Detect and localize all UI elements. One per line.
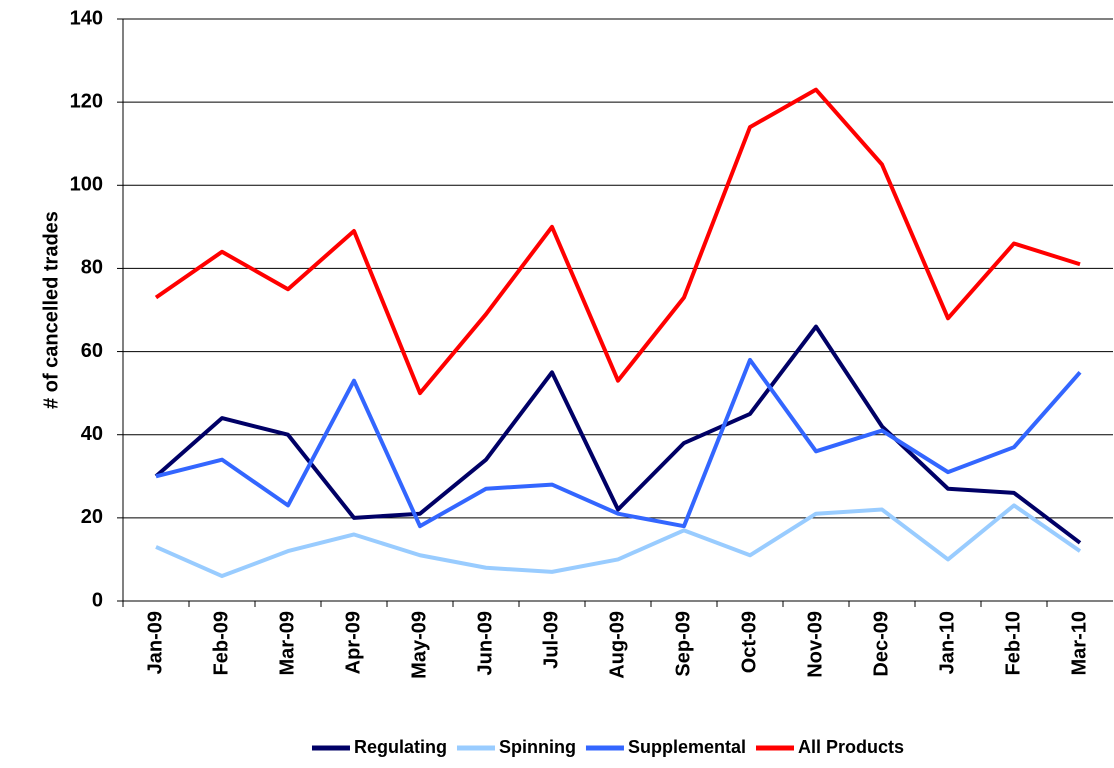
x-tick-label: Jan-09 (144, 611, 166, 674)
x-tick-label: Mar-10 (1068, 611, 1090, 675)
legend-label: All Products (798, 737, 904, 757)
y-tick-label: 100 (70, 174, 103, 196)
x-tick-label: Oct-09 (738, 611, 760, 673)
x-tick-label: Feb-10 (1002, 611, 1024, 675)
x-tick-label: Jul-09 (540, 611, 562, 669)
y-tick-label: 80 (81, 257, 103, 279)
y-tick-label: 0 (92, 589, 103, 611)
x-tick-label: Apr-09 (342, 611, 364, 674)
x-tick-label: Feb-09 (210, 611, 232, 675)
x-tick-label: Dec-09 (870, 611, 892, 677)
legend-label: Spinning (499, 737, 576, 757)
line-series (155, 357, 1082, 529)
legend-label: Supplemental (628, 737, 746, 757)
x-tick-label: Nov-09 (804, 611, 826, 678)
x-tick-label: Jun-09 (474, 611, 496, 675)
line-series (155, 503, 1082, 579)
x-tick-label: Mar-09 (276, 611, 298, 675)
y-tick-label: 20 (81, 506, 103, 528)
y-tick-label: 40 (81, 423, 103, 445)
x-tick-label: Aug-09 (606, 611, 628, 679)
line-series (154, 87, 1081, 396)
legend-label: Regulating (354, 737, 447, 757)
x-tick-label: May-09 (408, 611, 430, 679)
y-tick-label: 140 (70, 7, 103, 29)
x-tick-label: Jan-10 (936, 611, 958, 674)
y-axis-label: # of cancelled trades (40, 211, 62, 409)
y-tick-label: 120 (70, 90, 103, 112)
y-tick-label: 60 (81, 340, 103, 362)
legend: Regulating Spinning Supplemental All Produc… (311, 737, 904, 757)
x-tick-label: Sep-09 (672, 611, 694, 677)
